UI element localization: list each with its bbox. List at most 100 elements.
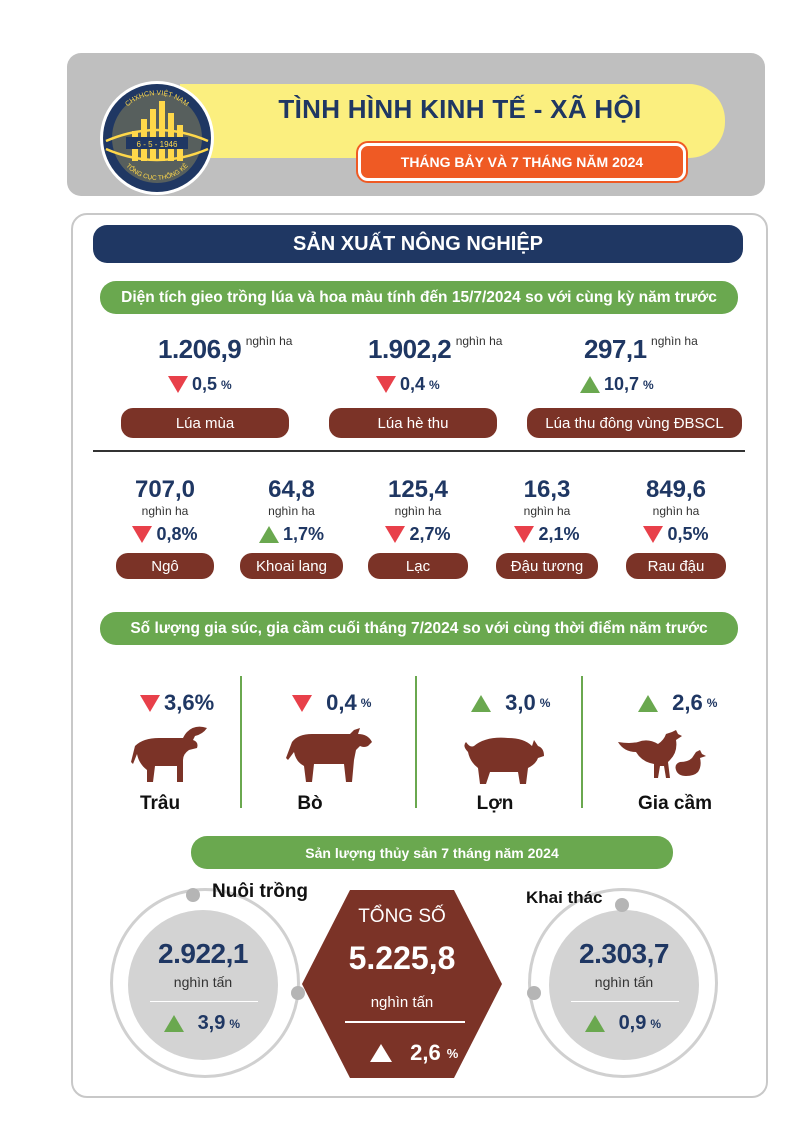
crop-sec-3-value: 125,4	[387, 476, 449, 503]
crop-main-1-value: 1.206,9	[158, 334, 242, 364]
crop-main-3-value: 297,1	[584, 334, 647, 364]
livestock-4-name: Gia cầm	[638, 793, 712, 814]
farming-change: 3,9%	[164, 1012, 240, 1035]
livestock-4-change: 2,6%	[638, 690, 717, 716]
connector-dot	[291, 986, 305, 1000]
crop-sec-1-value: 707,0	[134, 476, 196, 503]
crop-main-2-unit: nghìn ha	[455, 334, 503, 348]
up-arrow-icon	[258, 526, 279, 543]
catching-circle	[528, 888, 718, 1078]
crop-main-2-change: 0,4%	[376, 374, 440, 395]
up-arrow-icon	[164, 1015, 184, 1032]
catching-change: 0,9%	[585, 1012, 661, 1035]
crop-sec-2-value: 64,8	[268, 476, 315, 503]
crop-sec-5: 849,6 nghìn ha 0,5% Rau đậu	[626, 476, 726, 579]
catching-label: Khai thác	[526, 888, 603, 907]
livestock-2-change: 0,4%	[292, 690, 371, 716]
divider	[345, 1021, 465, 1023]
livestock-banner: Số lượng gia súc, gia cầm cuối tháng 7/2…	[100, 612, 738, 645]
crop-sec-2: 64,8 nghìn ha 1,7% Khoai lang	[240, 476, 343, 579]
crop-sec-3-change: 2,7%	[368, 524, 468, 545]
total-label: TỔNG SỐ	[358, 906, 446, 927]
farming-value: 2.922,1	[158, 938, 248, 969]
divider	[150, 1001, 258, 1002]
crop-main-2-value-group: 1.902,2 nghìn ha	[368, 334, 502, 365]
catching-value: 2.303,7	[579, 938, 669, 969]
crop-main-1-change: 0,5%	[168, 374, 232, 395]
gso-logo-icon: 6 - 5 - 1946 CHXHCN VIỆT NAM TỔNG CỤC TH…	[100, 81, 214, 195]
crop-sec-4-label: Đậu tương	[496, 553, 598, 579]
divider	[571, 1001, 679, 1002]
page-title: TÌNH HÌNH KINH TẾ - XÃ HỘI	[278, 94, 642, 124]
crop-main-2-value: 1.902,2	[368, 334, 452, 364]
crop-sec-1-change: 0,8%	[116, 524, 214, 545]
down-arrow-icon	[514, 526, 535, 543]
up-arrow-icon	[638, 694, 658, 712]
connector-dot	[615, 898, 629, 912]
catching-circle-inner	[549, 910, 699, 1060]
livestock-1-change: 3,6%	[140, 690, 214, 716]
fishery-banner: Sản lượng thủy sản 7 tháng năm 2024	[191, 836, 673, 869]
crop-sec-3-label: Lạc	[368, 553, 468, 579]
crop-sec-1: 707,0 nghìn ha 0,8% Ngô	[116, 476, 214, 579]
crops-banner: Diện tích gieo trồng lúa và hoa màu tính…	[100, 281, 738, 314]
down-arrow-icon	[132, 526, 153, 543]
crop-sec-3-unit: nghìn ha	[394, 504, 442, 518]
livestock-2-name: Bò	[297, 793, 323, 814]
crop-sec-4-value: 16,3	[523, 476, 571, 503]
crop-main-3-change: 10,7%	[580, 374, 654, 395]
farming-unit: nghìn tấn	[173, 974, 233, 990]
crop-sec-5-unit: nghìn ha	[652, 504, 700, 518]
up-arrow-icon	[370, 1044, 392, 1062]
crop-sec-5-label: Rau đậu	[626, 553, 726, 579]
divider	[415, 676, 417, 808]
farming-label: Nuôi trồng	[212, 881, 309, 902]
crop-sec-2-change: 1,7%	[240, 524, 343, 545]
down-arrow-icon	[376, 376, 396, 393]
total-change: 2,6%	[370, 1040, 458, 1066]
crop-main-3-value-group: 297,1 nghìn ha	[584, 334, 698, 365]
crop-sec-1-label: Ngô	[116, 553, 214, 579]
crop-main-3-unit: nghìn ha	[651, 334, 698, 348]
buffalo-icon	[131, 726, 207, 782]
catching-unit: nghìn tấn	[594, 974, 654, 990]
down-arrow-icon	[643, 526, 664, 543]
pig-icon	[464, 737, 544, 784]
total-unit: nghìn tấn	[370, 994, 434, 1011]
crop-sec-4-change: 2,1%	[496, 524, 598, 545]
crop-sec-1-unit: nghìn ha	[141, 504, 189, 518]
connector-dot	[527, 986, 541, 1000]
crop-main-1-label: Lúa mùa	[121, 408, 289, 438]
total-value: 5.225,8	[348, 940, 456, 976]
crop-main-1-value-group: 1.206,9 nghìn ha	[158, 334, 292, 365]
divider	[93, 450, 745, 452]
section-title: SẢN XUẤT NÔNG NGHIỆP	[93, 225, 743, 263]
crop-main-3-label: Lúa thu đông vùng ĐBSCL	[527, 408, 742, 438]
divider	[581, 676, 583, 808]
up-arrow-icon	[471, 694, 491, 712]
poultry-icon	[618, 730, 706, 778]
farming-circle-inner	[128, 910, 278, 1060]
total-hexagon	[302, 890, 502, 1078]
crop-sec-4-unit: nghìn ha	[523, 504, 571, 518]
up-arrow-icon	[585, 1015, 605, 1032]
crop-sec-3: 125,4 nghìn ha 2,7% Lạc	[368, 476, 468, 579]
cow-icon	[286, 728, 372, 782]
crop-sec-5-value: 849,6	[645, 476, 707, 503]
livestock-3-name: Lợn	[476, 793, 514, 814]
down-arrow-icon	[140, 694, 160, 712]
content-panel	[71, 213, 768, 1098]
crop-sec-2-unit: nghìn ha	[268, 504, 315, 518]
livestock-1-name: Trâu	[139, 793, 181, 814]
crop-sec-4: 16,3 nghìn ha 2,1% Đậu tương	[496, 476, 598, 579]
crop-sec-5-change: 0,5%	[626, 524, 726, 545]
page-subtitle: THÁNG BẢY VÀ 7 THÁNG NĂM 2024	[358, 143, 686, 181]
down-arrow-icon	[168, 376, 188, 393]
divider	[240, 676, 242, 808]
crop-main-2-label: Lúa hè thu	[329, 408, 497, 438]
livestock-3-change: 3,0%	[471, 690, 550, 716]
up-arrow-icon	[580, 376, 600, 393]
down-arrow-icon	[385, 526, 406, 543]
crop-main-1-unit: nghìn ha	[245, 334, 293, 348]
farming-circle	[110, 888, 300, 1078]
